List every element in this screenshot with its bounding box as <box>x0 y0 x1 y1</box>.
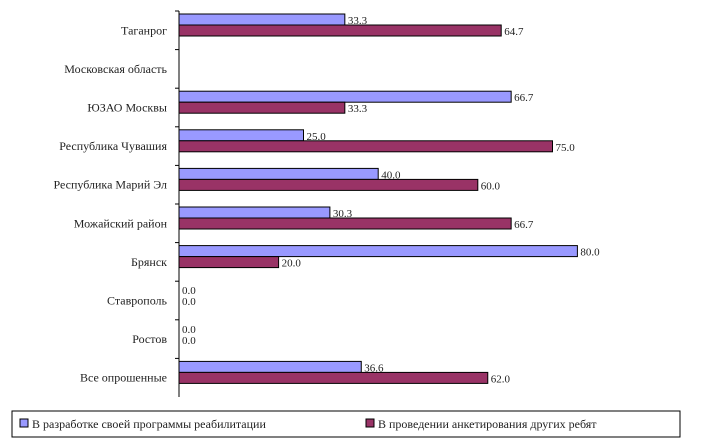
value-labels-group: 33.3 64.7 66.7 33.3 25.0 75.0 40.0 60.0 30.3 66.7… <box>182 15 600 385</box>
value-label: 66.7 <box>514 219 534 231</box>
value-label: 64.7 <box>504 26 524 38</box>
bar-series-2 <box>178 178 479 191</box>
value-label: 33.3 <box>348 103 368 115</box>
legend-box <box>11 410 681 438</box>
category-label: Ставрополь <box>107 294 167 308</box>
category-label: Московская область <box>64 62 167 76</box>
value-label: 33.3 <box>348 15 368 27</box>
bar-series-2 <box>178 140 553 153</box>
value-label: 0.0 <box>182 285 196 297</box>
bar-series-1 <box>178 90 512 103</box>
bar-series-1 <box>178 13 346 26</box>
value-label: 60.0 <box>481 180 501 192</box>
bar-series-2 <box>178 24 502 37</box>
value-label: 66.7 <box>514 92 534 104</box>
category-label: Республика Марий Эл <box>53 178 167 192</box>
value-label: 30.3 <box>333 208 353 220</box>
legend-label: В разработке своей программы реабилитаци… <box>32 417 266 431</box>
bar-series-2 <box>178 217 512 230</box>
bar-series-2 <box>178 371 489 384</box>
category-label: Таганрог <box>121 23 167 37</box>
value-label: 80.0 <box>580 247 600 259</box>
value-label: 0.0 <box>182 324 196 336</box>
value-label: 0.0 <box>182 335 196 347</box>
bars-group <box>178 13 578 384</box>
bar-series-1 <box>178 245 578 258</box>
value-label: 0.0 <box>182 296 196 308</box>
legend-label: В проведении анкетирования других ребят <box>378 417 597 431</box>
bar-series-2 <box>178 101 346 114</box>
legend-swatch <box>19 418 29 428</box>
value-label: 36.6 <box>364 362 384 374</box>
legend: В разработке своей программы реабилитаци… <box>11 410 681 438</box>
value-label: 75.0 <box>556 142 576 154</box>
value-label: 20.0 <box>282 258 302 270</box>
category-label: ЮЗАО Москвы <box>87 101 167 115</box>
category-label: Республика Чувашия <box>59 139 167 153</box>
category-label: Ростов <box>132 332 167 346</box>
bar-series-1 <box>178 129 304 142</box>
category-label: Можайский район <box>74 216 168 230</box>
bar-series-1 <box>178 360 362 373</box>
value-label: 40.0 <box>381 169 401 181</box>
bar-series-2 <box>178 256 280 269</box>
legend-swatch <box>365 418 375 428</box>
bar-series-1 <box>178 167 379 180</box>
bar-series-1 <box>178 206 331 219</box>
value-label: 25.0 <box>307 131 327 143</box>
category-label: Все опрошенные <box>80 371 167 385</box>
value-label: 62.0 <box>491 373 511 385</box>
category-label: Брянск <box>131 255 167 269</box>
category-labels-group: Таганрог Московская область ЮЗАО Москвы Рес… <box>53 10 179 385</box>
